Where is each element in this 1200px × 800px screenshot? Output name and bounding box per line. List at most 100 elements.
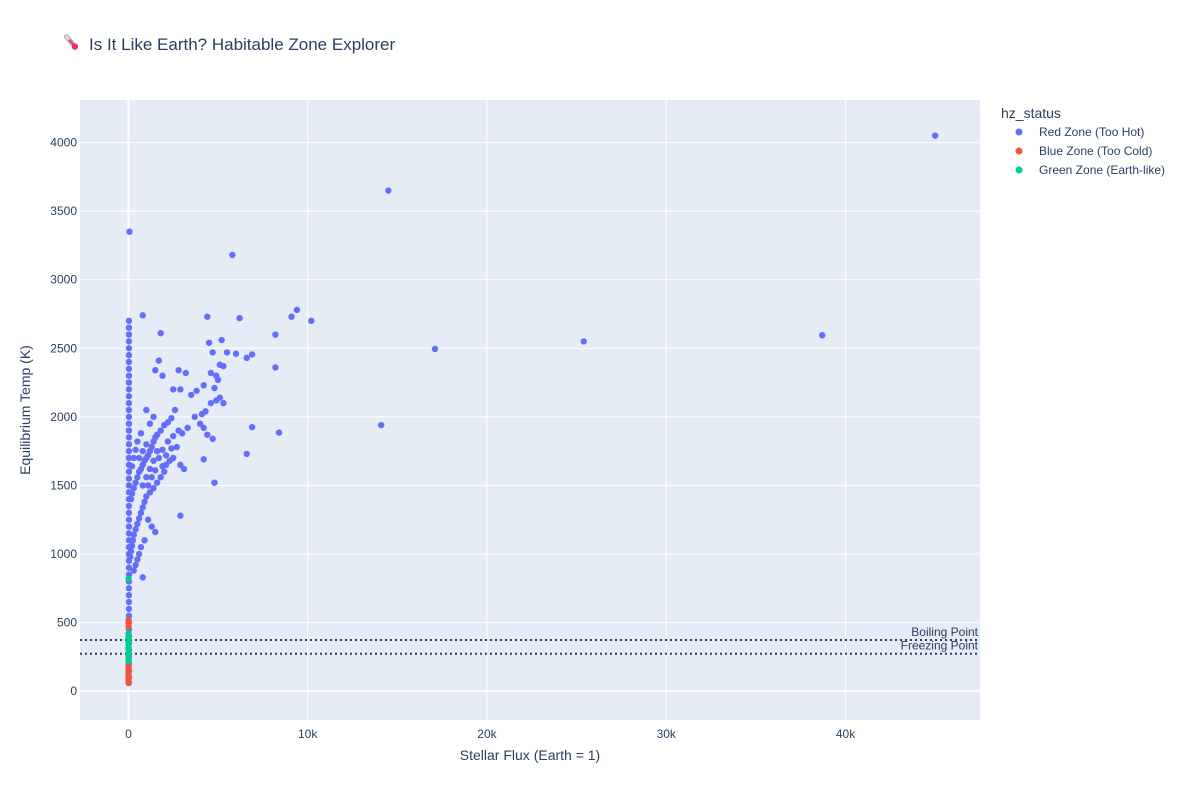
data-point[interactable] — [143, 406, 150, 414]
data-point[interactable] — [146, 420, 154, 427]
data-point[interactable] — [173, 443, 181, 451]
data-point[interactable] — [125, 434, 133, 441]
data-point[interactable] — [143, 493, 150, 500]
data-point[interactable] — [155, 454, 163, 462]
data-point[interactable] — [385, 187, 392, 194]
legend-item[interactable]: Blue Zone (Too Cold) — [1015, 144, 1153, 158]
data-point[interactable] — [232, 350, 240, 357]
legend-item[interactable]: Red Zone (Too Hot) — [1015, 125, 1145, 139]
data-point[interactable] — [130, 531, 137, 539]
data-point[interactable] — [819, 332, 826, 339]
data-point[interactable] — [243, 354, 250, 362]
data-point[interactable] — [200, 382, 207, 389]
data-point[interactable] — [139, 312, 146, 319]
data-point[interactable] — [211, 479, 218, 486]
data-point[interactable] — [580, 338, 587, 345]
data-point[interactable] — [248, 423, 256, 431]
data-point[interactable] — [125, 338, 133, 345]
data-point[interactable] — [159, 463, 166, 470]
data-point[interactable] — [125, 358, 133, 366]
data-point[interactable] — [137, 430, 145, 437]
data-point[interactable] — [193, 387, 200, 394]
data-point[interactable] — [272, 331, 279, 338]
data-point[interactable] — [132, 479, 139, 486]
data-point[interactable] — [223, 349, 231, 356]
data-point[interactable] — [137, 509, 145, 517]
data-point[interactable] — [125, 441, 133, 448]
data-point[interactable] — [125, 317, 133, 325]
data-point[interactable] — [134, 556, 141, 563]
data-point[interactable] — [200, 456, 207, 463]
data-point[interactable] — [161, 421, 168, 429]
data-point[interactable] — [308, 317, 315, 325]
data-point[interactable] — [229, 251, 236, 259]
data-point[interactable] — [152, 528, 159, 536]
data-point[interactable] — [243, 450, 250, 458]
data-point[interactable] — [200, 424, 207, 432]
data-point[interactable] — [125, 557, 133, 565]
data-point[interactable] — [157, 427, 164, 434]
data-point[interactable] — [177, 461, 184, 469]
data-point[interactable] — [220, 399, 227, 407]
data-point[interactable] — [125, 495, 133, 503]
data-point[interactable] — [168, 415, 175, 422]
data-point[interactable] — [125, 585, 133, 592]
data-point[interactable] — [187, 391, 195, 399]
data-point[interactable] — [125, 523, 133, 530]
data-point[interactable] — [146, 465, 154, 473]
data-point[interactable] — [150, 457, 157, 464]
data-point[interactable] — [125, 324, 133, 331]
data-point[interactable] — [159, 446, 166, 453]
data-point[interactable] — [155, 357, 163, 364]
data-point[interactable] — [164, 438, 172, 445]
data-point[interactable] — [125, 605, 133, 613]
data-point[interactable] — [125, 489, 133, 496]
data-point[interactable] — [214, 376, 222, 384]
data-point[interactable] — [216, 361, 224, 368]
data-point[interactable] — [125, 365, 133, 373]
data-point[interactable] — [125, 550, 133, 558]
data-point[interactable] — [125, 447, 133, 455]
data-point[interactable] — [125, 537, 133, 544]
data-point[interactable] — [132, 446, 139, 453]
data-point[interactable] — [431, 345, 439, 353]
data-point[interactable] — [139, 574, 146, 581]
data-point[interactable] — [150, 484, 157, 492]
data-point[interactable] — [125, 331, 133, 338]
data-point[interactable] — [205, 339, 213, 346]
data-point[interactable] — [125, 454, 133, 462]
data-point[interactable] — [198, 410, 206, 418]
data-point[interactable] — [125, 543, 133, 551]
data-point[interactable] — [135, 515, 143, 522]
data-point[interactable] — [139, 447, 146, 455]
data-point[interactable] — [125, 509, 133, 517]
data-point[interactable] — [168, 445, 175, 452]
data-point[interactable] — [134, 520, 141, 528]
data-point[interactable] — [125, 461, 133, 469]
data-point[interactable] — [150, 413, 157, 421]
data-point[interactable] — [125, 598, 133, 606]
data-point[interactable] — [125, 393, 133, 400]
data-point[interactable] — [236, 314, 243, 322]
data-point[interactable] — [209, 349, 216, 356]
data-point[interactable] — [144, 516, 152, 523]
data-point[interactable] — [157, 329, 164, 337]
data-point[interactable] — [125, 406, 133, 414]
data-point[interactable] — [161, 468, 168, 475]
data-point[interactable] — [293, 306, 301, 314]
data-point[interactable] — [204, 431, 211, 438]
data-point[interactable] — [125, 679, 132, 687]
data-point[interactable] — [148, 474, 155, 481]
data-point[interactable] — [125, 564, 133, 571]
data-point[interactable] — [139, 504, 146, 511]
data-point[interactable] — [931, 132, 939, 139]
data-point[interactable] — [125, 516, 133, 523]
data-point[interactable] — [139, 482, 146, 489]
data-point[interactable] — [125, 427, 133, 434]
data-point[interactable] — [125, 591, 133, 599]
data-point[interactable] — [135, 454, 143, 462]
data-point[interactable] — [125, 413, 133, 421]
data-point[interactable] — [166, 457, 173, 464]
data-point[interactable] — [141, 537, 148, 544]
data-point[interactable] — [184, 424, 191, 432]
